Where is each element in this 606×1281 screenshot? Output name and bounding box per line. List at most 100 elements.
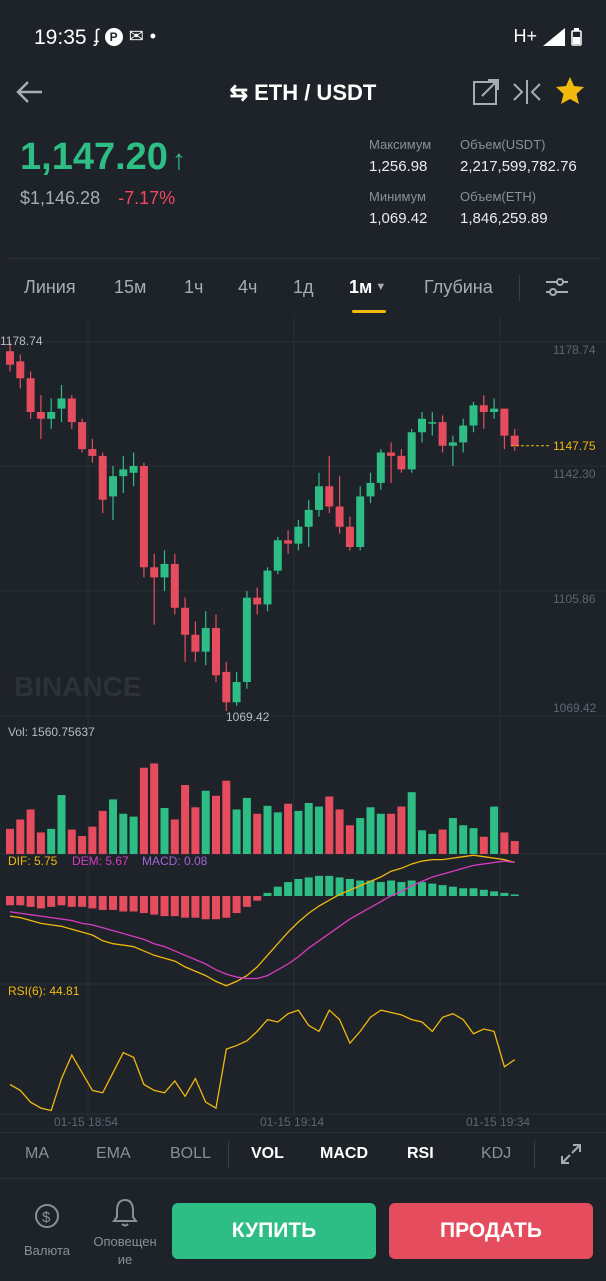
- bell-icon[interactable]: [110, 1197, 140, 1229]
- ind-rsi[interactable]: RSI: [407, 1145, 434, 1162]
- sell-button[interactable]: ПРОДАТЬ: [389, 1203, 593, 1259]
- dropdown-caret-icon: ▼: [375, 281, 387, 293]
- candle-body: [263, 570, 272, 605]
- active-tab-underline: [352, 310, 386, 313]
- back-arrow-icon[interactable]: [14, 78, 44, 106]
- volume-bar: [294, 810, 303, 854]
- candle-body: [232, 682, 241, 703]
- timeframe-bar: Линия 15м 1ч 4ч 1д 1м ▼ Глубина: [0, 258, 606, 317]
- divider: [228, 1141, 229, 1169]
- macd-bar: [139, 896, 148, 914]
- candle-body: [119, 469, 128, 477]
- buy-button[interactable]: КУПИТЬ: [172, 1203, 376, 1259]
- fullscreen-icon[interactable]: [560, 1143, 582, 1165]
- macd-bar: [273, 886, 282, 896]
- volume-bar: [376, 813, 385, 854]
- candle-body: [6, 351, 14, 365]
- candle-body: [366, 482, 375, 497]
- macd-bar: [335, 877, 344, 896]
- macd-bar: [263, 892, 272, 896]
- macd-bar: [356, 880, 365, 896]
- ind-ma[interactable]: MA: [25, 1145, 49, 1162]
- star-icon[interactable]: [555, 76, 585, 106]
- candle-body: [67, 398, 76, 423]
- tab-1m[interactable]: 1м ▼: [349, 277, 387, 297]
- macd-bar: [16, 896, 25, 906]
- candle-body: [479, 405, 488, 413]
- compare-icon[interactable]: [512, 78, 542, 106]
- chart-area[interactable]: BINANCE 1178.74 1142.30 1105.86 1069.42 …: [0, 316, 606, 1129]
- ind-ema[interactable]: EMA: [96, 1145, 131, 1162]
- candle-body: [191, 634, 200, 652]
- macd-bar: [170, 896, 179, 917]
- candle-body: [98, 455, 107, 500]
- volume-bar: [315, 806, 323, 854]
- vol-eth-value: 1,846,259.89: [460, 210, 548, 227]
- indicator-bar: MA EMA BOLL VOL MACD RSI KDJ: [0, 1132, 606, 1179]
- price-axis-1: 1178.74: [553, 343, 596, 357]
- tab-1d[interactable]: 1д: [293, 277, 314, 297]
- volume-bar: [212, 795, 220, 854]
- battery-icon: [571, 27, 582, 46]
- ind-macd[interactable]: MACD: [320, 1145, 368, 1162]
- tab-15m[interactable]: 15м: [114, 277, 147, 297]
- pair-title[interactable]: ⇆ ETH / USDT: [0, 80, 606, 106]
- volume-bar: [201, 790, 210, 854]
- macd-bar: [418, 882, 426, 896]
- volume-bar: [366, 807, 375, 854]
- macd-bar: [109, 896, 117, 910]
- candle-body: [88, 449, 97, 456]
- ind-kdj[interactable]: KDJ: [481, 1145, 512, 1162]
- macd-bar: [366, 880, 375, 896]
- dem-label: DEM: 5.67: [72, 854, 129, 868]
- volume-bar: [109, 799, 117, 854]
- candle-body: [160, 563, 169, 578]
- settings-sliders-icon[interactable]: [544, 275, 570, 299]
- macd-bar: [201, 896, 210, 920]
- system-icons: H+: [513, 26, 582, 47]
- macd-bar: [345, 878, 354, 896]
- macd-bar: [284, 882, 293, 896]
- last-price-label: 1147.75: [553, 439, 596, 453]
- macd-bar: [469, 888, 478, 896]
- price-axis-2: 1142.30: [553, 467, 596, 481]
- alerts-label[interactable]: Оповещен ие: [93, 1234, 157, 1267]
- tab-line[interactable]: Линия: [24, 277, 76, 297]
- kline-chart[interactable]: BINANCE 1178.74 1142.30 1105.86 1069.42 …: [0, 316, 606, 1129]
- volume-bar: [222, 780, 231, 854]
- tab-4h[interactable]: 4ч: [238, 277, 258, 297]
- mail-icon: ✉: [128, 26, 144, 46]
- svg-text:$: $: [42, 1209, 51, 1226]
- volume-bar: [500, 832, 509, 854]
- macd-bar: [387, 880, 396, 896]
- volume-bar: [356, 818, 365, 854]
- volume-bar: [181, 785, 190, 854]
- tab-depth[interactable]: Глубина: [424, 277, 493, 297]
- p-badge-icon: P: [104, 27, 123, 46]
- currency-icon[interactable]: $: [32, 1201, 62, 1231]
- candle-body: [109, 476, 117, 497]
- volume-bar: [448, 818, 457, 854]
- candle-body: [222, 671, 231, 703]
- macd-bar: [191, 896, 200, 918]
- macd-label: MACD: 0.08: [142, 854, 208, 868]
- candle-body: [129, 466, 138, 473]
- macd-bar: [428, 883, 437, 896]
- price-axis-3: 1105.86: [553, 592, 596, 606]
- rsi-line: [9, 1009, 516, 1112]
- macd-bar: [448, 886, 457, 896]
- macd-bar: [304, 877, 313, 896]
- volume-bar: [438, 829, 447, 854]
- share-icon[interactable]: [472, 78, 500, 106]
- tab-1h[interactable]: 1ч: [184, 277, 204, 297]
- macd-bar: [6, 896, 14, 906]
- currency-label[interactable]: Валюта: [24, 1243, 70, 1258]
- macd-bar: [438, 885, 447, 896]
- candle-body: [315, 486, 323, 510]
- dem-line: [9, 860, 515, 980]
- volume-bar: [304, 802, 313, 854]
- ind-boll[interactable]: BOLL: [170, 1145, 211, 1162]
- candle-body: [16, 361, 25, 379]
- macd-bar: [490, 891, 499, 896]
- ind-vol[interactable]: VOL: [251, 1145, 284, 1162]
